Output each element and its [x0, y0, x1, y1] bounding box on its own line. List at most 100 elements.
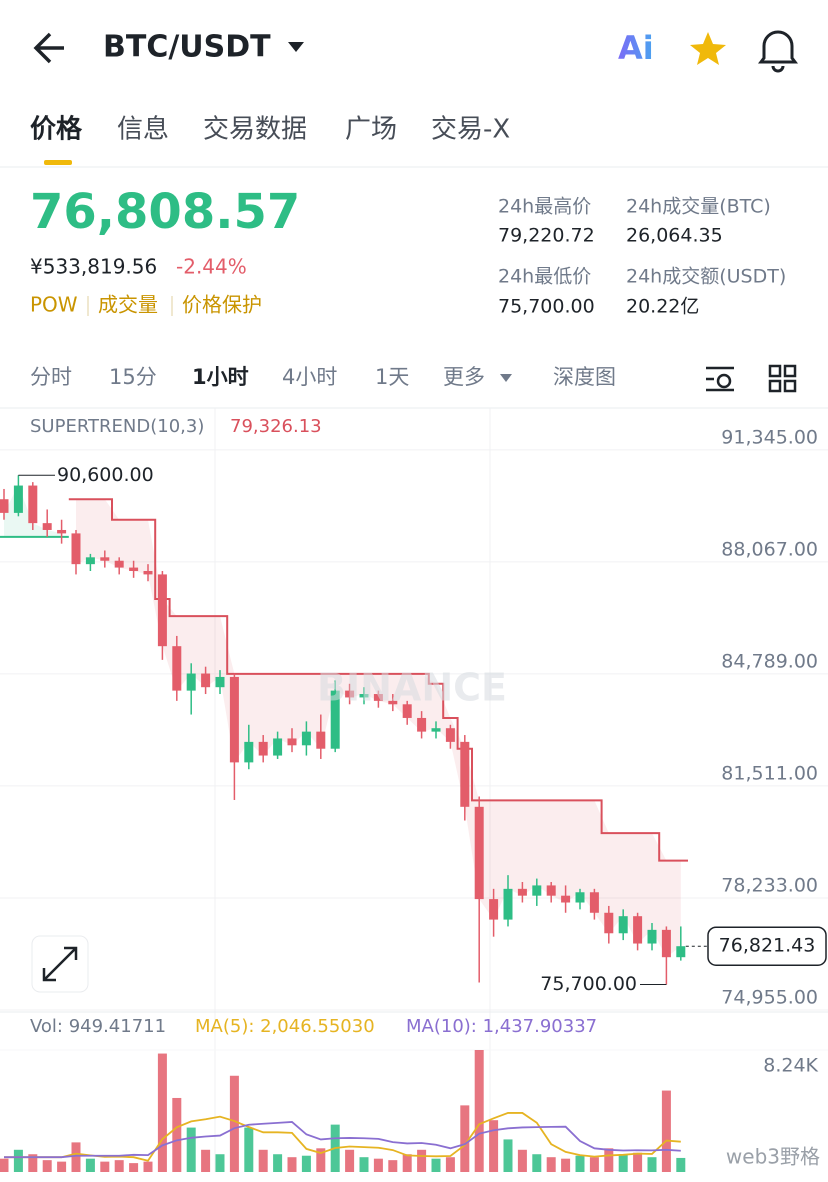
- volume-bar: [633, 1152, 643, 1172]
- candle-body: [604, 912, 614, 934]
- interval[interactable]: 15分: [109, 365, 157, 389]
- watermark: web3野格: [726, 1145, 820, 1169]
- tab[interactable]: 信息: [117, 115, 169, 145]
- volume-bar: [316, 1148, 326, 1172]
- volume-bar: [287, 1157, 297, 1172]
- candle-body: [561, 895, 571, 903]
- more-caret[interactable]: [500, 374, 512, 382]
- candle-body: [57, 529, 67, 534]
- candle-body: [489, 899, 499, 920]
- candle-body: [661, 929, 671, 958]
- stat-value: 26,064.35: [626, 225, 723, 247]
- volume-bar: [215, 1154, 225, 1172]
- volume-bar: [129, 1163, 139, 1172]
- alert-button[interactable]: [758, 30, 798, 73]
- y-tick-label: 78,233.00: [721, 874, 818, 896]
- tab[interactable]: 交易数据: [203, 115, 307, 145]
- volume-bar: [71, 1142, 81, 1172]
- interval[interactable]: 深度图: [553, 365, 616, 389]
- candle-body: [417, 717, 427, 732]
- y-tick-label: 74,955.00: [721, 987, 818, 1009]
- logo-watermark: BINANCE: [317, 666, 507, 710]
- settings-icon[interactable]: [706, 366, 734, 392]
- candle-body: [618, 916, 628, 934]
- volume-bar: [42, 1160, 52, 1172]
- candle-body: [114, 560, 124, 568]
- volume-bar: [359, 1157, 369, 1172]
- stat-value: 79,220.72: [498, 225, 595, 247]
- volume-bar: [201, 1149, 211, 1172]
- volume-bar: [661, 1090, 671, 1172]
- price-change: -2.44%: [176, 255, 247, 279]
- candle-body: [229, 676, 239, 763]
- back-button[interactable]: [33, 32, 64, 64]
- volume-bar: [28, 1154, 38, 1172]
- stat-value: 75,700.00: [498, 296, 595, 318]
- volume-bar: [229, 1075, 239, 1172]
- volume-legend: MA(5): 2,046.55030: [195, 1016, 375, 1037]
- candle-body: [373, 694, 383, 701]
- supertrend-line: [68, 498, 688, 862]
- tab[interactable]: 广场: [345, 115, 397, 145]
- interval[interactable]: 更多: [443, 365, 485, 389]
- volume-legend: MA(10): 1,437.90337: [406, 1016, 597, 1037]
- candle-body: [201, 673, 211, 688]
- low-label: 75,700.00: [540, 973, 637, 995]
- interval[interactable]: 1小时: [192, 365, 249, 389]
- favorite-button[interactable]: [690, 32, 726, 65]
- candle-body: [330, 690, 340, 749]
- volume-bar: [489, 1120, 499, 1172]
- volume-bar: [0, 1158, 9, 1172]
- candle-body: [143, 570, 153, 575]
- candle-body: [129, 567, 139, 571]
- candle-body: [460, 741, 470, 807]
- volume-bar: [676, 1157, 686, 1172]
- candle-body: [431, 728, 441, 732]
- stat-label: 24h成交量(BTC): [626, 196, 771, 218]
- volume-legend: Vol: 949.41711: [30, 1016, 166, 1037]
- last-price-label: 76,821.43: [719, 935, 816, 957]
- tag[interactable]: 价格保护: [182, 293, 262, 317]
- pair-caret[interactable]: [288, 42, 304, 52]
- volume-bar: [388, 1160, 398, 1172]
- volume-bar: [604, 1148, 614, 1172]
- volume-bar: [503, 1139, 513, 1172]
- candle-body: [532, 885, 542, 896]
- layout-icon[interactable]: [768, 364, 797, 393]
- pair-title[interactable]: BTC/USDT: [103, 30, 271, 65]
- volume-bar: [157, 1053, 167, 1172]
- volume-bar: [532, 1154, 542, 1172]
- volume-bar: [13, 1149, 23, 1172]
- fullscreen-icon: [42, 946, 78, 982]
- candle-body: [172, 646, 182, 691]
- tag[interactable]: 成交量: [98, 293, 158, 317]
- candle-body: [517, 888, 527, 896]
- volume-bar: [244, 1127, 254, 1172]
- candle-body: [42, 523, 52, 530]
- interval[interactable]: 1天: [375, 365, 409, 389]
- volume-bar: [402, 1154, 412, 1172]
- interval[interactable]: 分时: [30, 365, 72, 389]
- candle-body: [503, 888, 513, 920]
- tab[interactable]: 价格: [30, 114, 83, 145]
- high-label: 90,600.00: [57, 464, 154, 486]
- tag[interactable]: POW: [30, 293, 78, 317]
- candle-body: [287, 738, 297, 746]
- candle-body: [157, 574, 167, 647]
- y-tick-label: 91,345.00: [721, 426, 818, 448]
- volume-bar: [474, 1050, 484, 1172]
- interval[interactable]: 4小时: [282, 365, 337, 389]
- volume-bar: [561, 1158, 571, 1172]
- candle-body: [345, 690, 355, 698]
- volume-tick-label: 8.24K: [763, 1055, 818, 1077]
- tab[interactable]: 交易-X: [431, 115, 510, 145]
- indicator-name: SUPERTREND(10,3): [30, 416, 204, 437]
- candle-body: [28, 485, 38, 524]
- indicator-value: 79,326.13: [230, 416, 322, 437]
- volume-bar: [417, 1149, 427, 1172]
- tab-indicator: [44, 160, 72, 165]
- volume-bar: [546, 1157, 556, 1172]
- candle-body: [71, 533, 81, 565]
- ai-button[interactable]: Ai: [618, 29, 654, 67]
